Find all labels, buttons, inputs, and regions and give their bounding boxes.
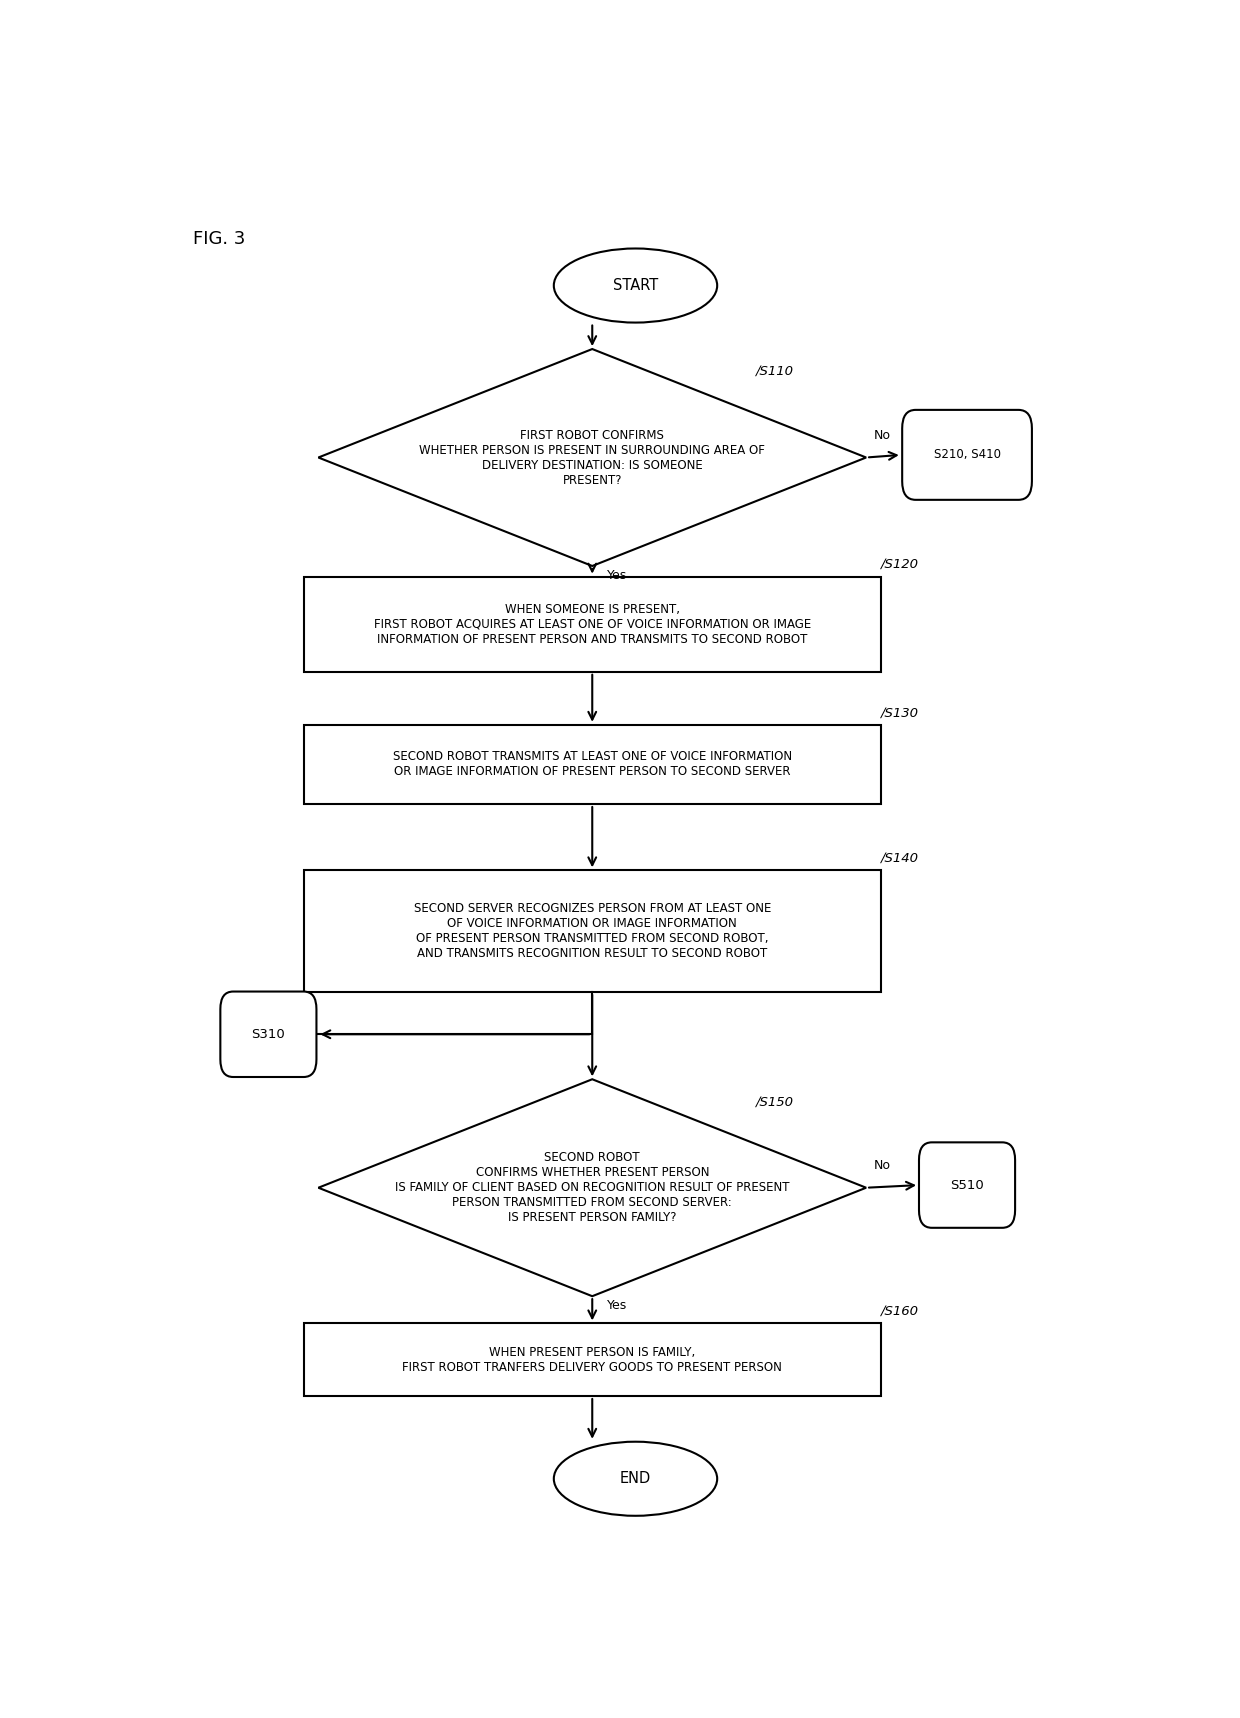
Bar [304,725,880,804]
Text: ∕S120: ∕S120 [880,558,919,572]
Text: SECOND SERVER RECOGNIZES PERSON FROM AT LEAST ONE
OF VOICE INFORMATION OR IMAGE : SECOND SERVER RECOGNIZES PERSON FROM AT … [414,902,771,960]
Text: No: No [874,1160,890,1172]
Text: WHEN SOMEONE IS PRESENT,
FIRST ROBOT ACQUIRES AT LEAST ONE OF VOICE INFORMATION : WHEN SOMEONE IS PRESENT, FIRST ROBOT ACQ… [373,603,811,646]
FancyBboxPatch shape [221,991,316,1077]
Text: ∕S140: ∕S140 [880,852,919,864]
Ellipse shape [554,1441,717,1515]
Text: Yes: Yes [606,1299,627,1313]
Text: ∕S110: ∕S110 [755,366,794,378]
Text: S510: S510 [950,1179,983,1192]
Text: S310: S310 [252,1027,285,1041]
Polygon shape [319,349,866,565]
Text: START: START [613,278,658,294]
Bar [304,871,880,991]
FancyBboxPatch shape [903,411,1032,500]
Bar [304,1323,880,1397]
Bar [304,577,880,672]
Text: FIRST ROBOT CONFIRMS
WHETHER PERSON IS PRESENT IN SURROUNDING AREA OF
DELIVERY D: FIRST ROBOT CONFIRMS WHETHER PERSON IS P… [419,428,765,486]
Text: No: No [874,428,890,442]
Text: ∕S160: ∕S160 [880,1306,919,1318]
Text: S210, S410: S210, S410 [934,448,1001,462]
Text: SECOND ROBOT TRANSMITS AT LEAST ONE OF VOICE INFORMATION
OR IMAGE INFORMATION OF: SECOND ROBOT TRANSMITS AT LEAST ONE OF V… [393,751,792,778]
Ellipse shape [554,249,717,323]
Text: FIG. 3: FIG. 3 [193,230,246,247]
Text: WHEN PRESENT PERSON IS FAMILY,
FIRST ROBOT TRANFERS DELIVERY GOODS TO PRESENT PE: WHEN PRESENT PERSON IS FAMILY, FIRST ROB… [402,1345,782,1374]
Text: SECOND ROBOT
CONFIRMS WHETHER PRESENT PERSON
IS FAMILY OF CLIENT BASED ON RECOGN: SECOND ROBOT CONFIRMS WHETHER PRESENT PE… [396,1151,790,1225]
Text: Yes: Yes [606,569,627,582]
Polygon shape [319,1079,866,1295]
FancyBboxPatch shape [919,1142,1016,1228]
Text: END: END [620,1471,651,1486]
Text: ∕S150: ∕S150 [755,1096,794,1108]
Text: ∕S130: ∕S130 [880,706,919,720]
